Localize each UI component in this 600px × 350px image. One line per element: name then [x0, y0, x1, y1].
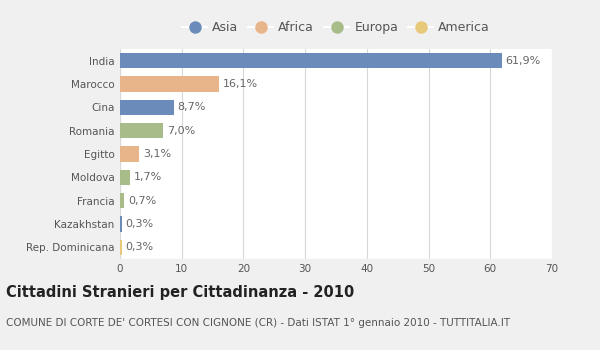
Bar [120, 146, 139, 162]
Bar [120, 76, 220, 92]
Text: Cittadini Stranieri per Cittadinanza - 2010: Cittadini Stranieri per Cittadinanza - 2… [6, 285, 354, 300]
Text: 1,7%: 1,7% [134, 172, 163, 182]
Bar [120, 216, 122, 232]
Text: COMUNE DI CORTE DE' CORTESI CON CIGNONE (CR) - Dati ISTAT 1° gennaio 2010 - TUTT: COMUNE DI CORTE DE' CORTESI CON CIGNONE … [6, 318, 510, 329]
Bar [120, 53, 502, 68]
Bar [120, 123, 163, 138]
Bar [120, 193, 124, 208]
Text: 0,3%: 0,3% [125, 219, 154, 229]
Text: 7,0%: 7,0% [167, 126, 195, 136]
Text: 0,7%: 0,7% [128, 196, 156, 206]
Bar [120, 170, 130, 185]
Bar [120, 100, 173, 115]
Text: 0,3%: 0,3% [125, 242, 154, 252]
Text: 8,7%: 8,7% [178, 102, 206, 112]
Legend: Asia, Africa, Europa, America: Asia, Africa, Europa, America [182, 21, 490, 34]
Text: 3,1%: 3,1% [143, 149, 171, 159]
Text: 16,1%: 16,1% [223, 79, 258, 89]
Bar [120, 240, 122, 255]
Text: 61,9%: 61,9% [506, 56, 541, 66]
